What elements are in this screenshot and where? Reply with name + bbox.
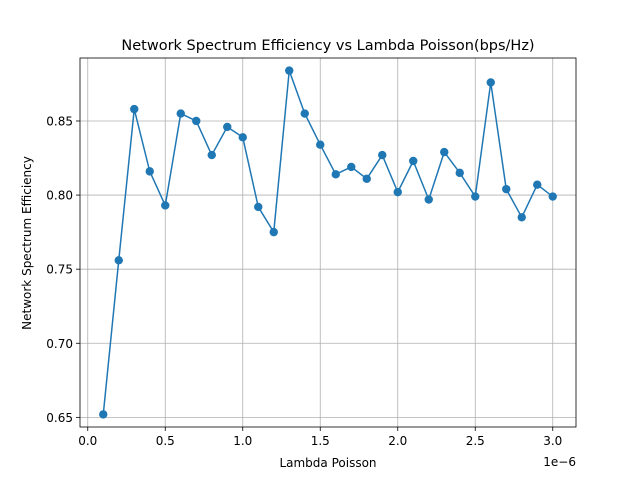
data-point [331,170,340,179]
series-layer [99,66,557,419]
x-tick-label: 0.0 [78,434,97,448]
data-point [347,162,356,172]
data-point [455,168,464,178]
plot-frame [79,57,577,428]
data-point [424,195,433,204]
chart-title: Network Spectrum Efficiency vs Lambda Po… [121,38,534,54]
x-tick-label: 1.0 [233,434,252,448]
data-point [533,180,542,189]
x-axis-multiplier-label: 1e−6 [543,455,576,469]
data-point [192,116,201,126]
data-point [99,410,108,419]
data-point [517,213,526,222]
y-axis-label: Network Spectrum Efficiency [20,156,34,330]
data-point [393,187,402,197]
x-tick-label: 2.0 [388,434,407,448]
y-tick-label: 0.65 [46,411,73,425]
data-point [207,150,216,160]
data-point [145,167,154,176]
x-tick-label: 0.5 [156,434,175,448]
data-point [130,104,139,114]
axis-ticks: 0.0 0.5 1.0 1.5 2.0 2.5 3.0 0.65 0.70 0.75 0.80 0.8… [46,114,562,448]
data-point [502,184,511,194]
data-point [238,133,247,142]
y-tick-label: 0.70 [46,337,73,351]
data-point [254,202,263,212]
data-point [161,201,170,210]
data-point [471,192,480,201]
data-point [114,256,123,265]
grid [80,58,576,427]
y-tick-label: 0.75 [46,263,73,277]
data-point [409,156,418,166]
y-tick-label: 0.80 [46,189,73,203]
x-axis-label: Lambda Poisson [279,456,376,470]
y-tick-label: 0.85 [46,114,73,128]
data-point [440,147,449,157]
data-point [362,174,371,183]
data-point [486,78,495,87]
data-point [269,227,278,237]
data-point [300,109,309,118]
x-tick-label: 1.5 [311,434,330,448]
data-point [548,192,557,201]
series-line [102,69,554,415]
data-point [285,66,294,75]
data-point [378,150,387,160]
data-point [176,109,185,118]
x-tick-label: 3.0 [543,434,562,448]
data-point [223,122,232,132]
data-point [316,140,325,149]
x-tick-label: 2.5 [466,434,485,448]
